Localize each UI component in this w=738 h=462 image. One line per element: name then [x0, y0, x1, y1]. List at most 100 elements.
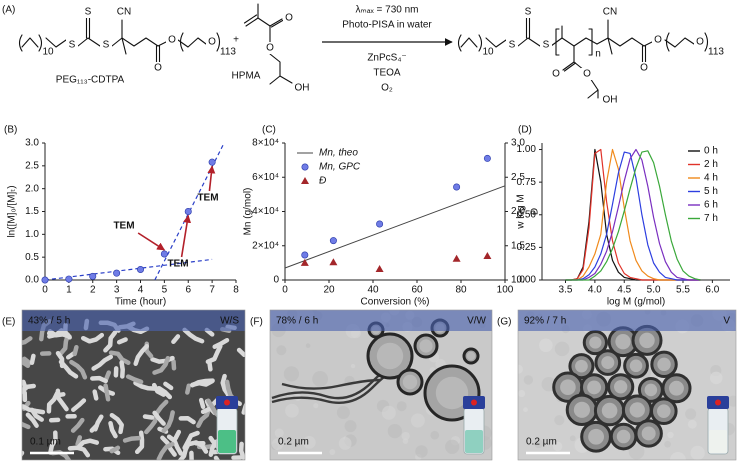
worm: [109, 445, 121, 454]
data-point: [65, 275, 73, 283]
atom-label: CN: [603, 7, 617, 18]
worm: [166, 434, 184, 456]
bond: [269, 18, 283, 27]
legend-label: 2 h: [704, 159, 718, 170]
atom-mask: [604, 6, 616, 18]
x-tick-label: 4: [138, 285, 144, 296]
bond: [111, 37, 159, 47]
atom-label: O: [696, 37, 704, 48]
panel-label: (C): [262, 125, 276, 136]
worm: [152, 355, 171, 375]
vesicle-core: [601, 356, 615, 370]
bracket: [478, 34, 483, 52]
gas: O₂: [381, 83, 393, 94]
grain: [687, 419, 697, 429]
worm: [236, 347, 245, 358]
vesicle-core: [419, 339, 433, 353]
atom-label: 113: [708, 47, 724, 58]
y-tick-label: 2.0: [511, 206, 525, 217]
x-tick-label: 80: [455, 285, 467, 296]
worm: [89, 423, 99, 433]
fit-line: [44, 258, 213, 281]
vesicle-core: [466, 351, 476, 361]
atom-mask: [604, 94, 616, 106]
line-series: [565, 150, 701, 281]
grain: [305, 343, 311, 349]
y-tick-label: 1.5: [25, 206, 39, 217]
grain: [401, 431, 410, 441]
vesicle-core: [435, 376, 469, 410]
grain: [402, 438, 409, 444]
data-point: [376, 220, 384, 228]
micrograph: 92% / 7 h V 0.2 µm: [518, 310, 736, 460]
worm: [22, 356, 33, 366]
vial-liquid: [709, 430, 727, 453]
micrograph-border: [21, 309, 246, 461]
vesicle-core: [641, 426, 656, 441]
worm: [220, 373, 231, 398]
atom-label: O: [552, 69, 560, 80]
x-tick-label: 7: [209, 285, 215, 296]
vesicle-core: [588, 428, 604, 445]
bracket: [588, 28, 593, 56]
vesicle-core: [629, 402, 645, 418]
bond: [269, 75, 281, 85]
bond: [587, 89, 599, 99]
worm: [90, 375, 108, 384]
grain: [523, 375, 534, 385]
bond: [485, 37, 507, 48]
y-tick-label: 0.50: [517, 209, 537, 220]
worm: [119, 360, 125, 379]
vesicle-core: [639, 332, 655, 349]
x-tick-label: 60: [411, 285, 423, 296]
panel-label: (F): [250, 317, 263, 328]
data-point: [483, 252, 492, 260]
worm: [103, 330, 118, 353]
scale-bar-label: 0.1 µm: [30, 437, 61, 448]
worm: [207, 360, 213, 372]
y-tick-label: 4×10⁴: [252, 206, 279, 217]
vesicle-core: [657, 404, 671, 418]
grain: [336, 405, 350, 420]
worm: [103, 383, 111, 402]
worm: [163, 381, 174, 391]
worm: [134, 430, 145, 455]
catalyst: ZnPcS₄⁻: [367, 53, 406, 64]
atom-mask: [506, 39, 518, 51]
grain: [518, 389, 526, 398]
worm: [152, 410, 166, 426]
y-axis-label: Mn (g/mol): [243, 188, 254, 236]
vesicle-core: [587, 380, 602, 395]
bond: [269, 53, 293, 84]
y-tick-label: 0.75: [517, 177, 537, 188]
worm: [48, 430, 58, 455]
line-series: [284, 185, 506, 269]
x-tick-label: 4.0: [588, 285, 602, 296]
worm: [144, 418, 158, 435]
worm: [190, 378, 215, 388]
bracket: [665, 32, 670, 52]
legend-label: Mn, theo: [319, 148, 358, 159]
atom-mask: [100, 39, 112, 51]
atom-label: O: [583, 69, 591, 80]
worm: [108, 420, 118, 439]
scale-bar-label: 0.2 µm: [526, 437, 557, 448]
line-series: [565, 151, 701, 281]
vesicle-core: [615, 334, 631, 350]
atom-label: S: [525, 7, 532, 18]
vial-liquid: [465, 430, 483, 453]
atom-label: S: [509, 40, 516, 51]
y-tick-label: 2.5: [511, 172, 525, 183]
vial-liquid: [218, 430, 236, 453]
grain: [552, 441, 563, 452]
worm: [80, 332, 105, 344]
bond: [177, 37, 207, 48]
x-tick-label: 6: [185, 285, 191, 296]
annotation-arrow: [137, 232, 166, 251]
atom-label: S: [85, 7, 92, 18]
data-point: [375, 265, 384, 273]
bond: [243, 14, 258, 24]
vesicle-core: [629, 359, 643, 373]
bond: [562, 61, 575, 71]
atom-mask: [66, 39, 78, 51]
